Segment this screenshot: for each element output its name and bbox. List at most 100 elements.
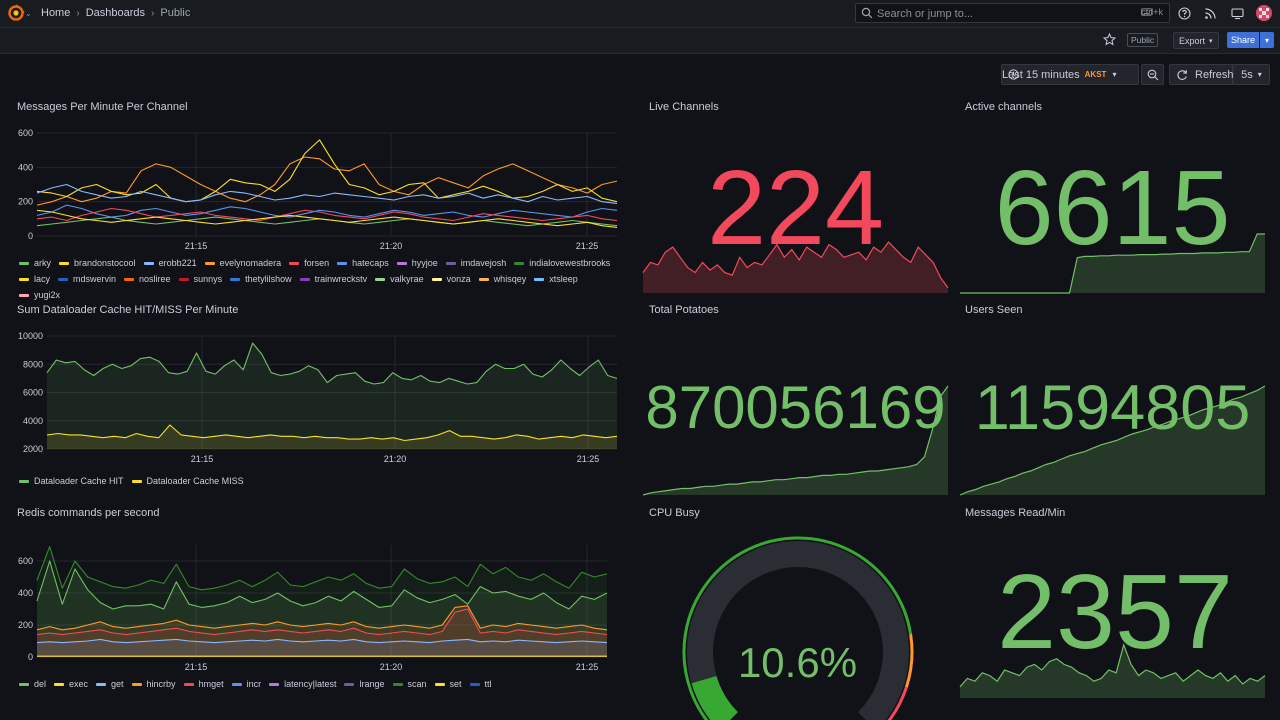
avatar-image: [1256, 5, 1272, 21]
share-options-button[interactable]: ▾: [1260, 32, 1274, 48]
rss-news-icon[interactable]: [1204, 7, 1217, 20]
legend-item-del[interactable]: del: [19, 679, 46, 689]
sparkline-line: [959, 642, 1266, 688]
dataloader-cache-chart[interactable]: 2000 4000 6000 8000 10000 21:15 21:20 21:25: [0, 325, 640, 475]
sparkline-area: [960, 386, 1265, 495]
legend-item-get[interactable]: get: [96, 679, 124, 689]
legend-item-thetylilshow[interactable]: thetylilshow: [230, 274, 292, 284]
legend-item-trainwreckstv[interactable]: trainwreckstv: [299, 274, 367, 284]
grafana-logo-icon[interactable]: [8, 4, 25, 21]
refresh-icon: [1177, 69, 1187, 80]
top-nav-bar: ⌄ Home › Dashboards › Public ctrl+k: [0, 0, 1280, 28]
legend-item-evelynomadera[interactable]: evelynomadera: [204, 258, 281, 268]
panel-title-total-potatoes[interactable]: Total Potatoes: [649, 304, 719, 316]
search-input[interactable]: [875, 5, 1119, 23]
legend-item-whisqey[interactable]: whisqey: [478, 274, 526, 284]
legend-item-set[interactable]: set: [434, 679, 462, 689]
legend-item-dataloader-cache-hit[interactable]: Dataloader Cache HIT: [19, 476, 124, 486]
legend-item-arky[interactable]: arky: [19, 258, 51, 268]
legend-item-mdswervin[interactable]: mdswervin: [58, 274, 116, 284]
legend-item-imdavejosh[interactable]: imdavejosh: [445, 258, 507, 268]
legend-item-hatecaps[interactable]: hatecaps: [337, 258, 389, 268]
export-button[interactable]: Export ▾: [1173, 32, 1219, 49]
legend-item-scan[interactable]: scan: [392, 679, 427, 689]
search-bar[interactable]: ctrl+k: [855, 3, 1170, 23]
legend-swatch: [204, 261, 215, 265]
chevron-down-icon: ▾: [1257, 70, 1262, 79]
kiosk-monitor-icon[interactable]: [1231, 7, 1244, 20]
legend-label: scan: [407, 679, 427, 689]
series-line-erobb221: [36, 183, 618, 204]
sparkline-line: [642, 385, 949, 496]
legend-label: indialovewestbrooks: [529, 258, 611, 268]
legend-item-ttl[interactable]: ttl: [469, 679, 492, 689]
legend-label: Dataloader Cache MISS: [146, 476, 244, 486]
redis-commands-chart[interactable]: 0 200 400 600 21:15 21:20 21:25: [0, 540, 640, 680]
share-button[interactable]: Share: [1227, 32, 1259, 48]
chevron-right-icon: ›: [151, 7, 155, 19]
messages-per-minute-chart[interactable]: 0 200 400 600 21:15 21:20 21:25: [0, 120, 640, 255]
legend-item-dataloader-cache-miss[interactable]: Dataloader Cache MISS: [131, 476, 244, 486]
legend-item-forsen[interactable]: forsen: [289, 258, 329, 268]
zoom-out-button[interactable]: [1141, 64, 1164, 85]
refresh-interval-picker[interactable]: 5s ▾: [1233, 64, 1270, 85]
refresh-interval-value: 5s: [1241, 68, 1253, 81]
legend-swatch: [299, 277, 310, 281]
breadcrumb-dashboards[interactable]: Dashboards: [85, 7, 146, 19]
clock-icon: [1008, 69, 1019, 80]
user-avatar[interactable]: [1256, 5, 1272, 21]
legend-item-incr[interactable]: incr: [231, 679, 262, 689]
legend-item-vonza[interactable]: vonza: [431, 274, 471, 284]
refresh-button[interactable]: Refresh: [1169, 64, 1234, 85]
messages-legend: arky brandonstocool erobb221 evelynomadera f…: [19, 258, 619, 300]
legend-item-latency-latest[interactable]: latency|latest: [269, 679, 336, 689]
legend-item-xtsleep[interactable]: xtsleep: [534, 274, 578, 284]
legend-item-hincrby[interactable]: hincrby: [131, 679, 176, 689]
legend-label: imdavejosh: [460, 258, 507, 268]
cache-legend: Dataloader Cache HIT Dataloader Cache MIS…: [19, 476, 619, 486]
sparkline-line: [960, 233, 1265, 294]
panel-title-messages[interactable]: Messages Per Minute Per Channel: [17, 101, 188, 113]
legend-swatch: [183, 682, 194, 686]
legend-item-exec[interactable]: exec: [54, 679, 88, 689]
legend-item-hyyjoe[interactable]: hyyjoe: [396, 258, 438, 268]
legend-label: lrange: [359, 679, 385, 689]
legend-label: incr: [246, 679, 262, 689]
dashboard-toolbar: Public Export ▾ Share ▾: [0, 28, 1280, 54]
legend-item-valkyrae[interactable]: valkyrae: [375, 274, 424, 284]
legend-item-brandonstocool[interactable]: brandonstocool: [59, 258, 136, 268]
gauge-threshold-orange: [904, 633, 914, 688]
panel-title-messages-read[interactable]: Messages Read/Min: [965, 507, 1066, 519]
help-icon[interactable]: [1178, 7, 1191, 20]
panel-title-redis[interactable]: Redis commands per second: [17, 507, 160, 519]
panel-title-cache[interactable]: Sum Dataloader Cache HIT/MISS Per Minute: [17, 304, 239, 316]
legend-label: hincrby: [146, 679, 176, 689]
star-icon[interactable]: [1102, 32, 1117, 46]
users-seen-value: 11594805: [974, 373, 1251, 443]
panel-title-live-channels[interactable]: Live Channels: [649, 101, 719, 113]
legend-item-hmget[interactable]: hmget: [183, 679, 224, 689]
panel-title-users-seen[interactable]: Users Seen: [965, 304, 1023, 316]
chevron-down-icon: ▾: [1209, 37, 1213, 45]
y-tick-label: 600: [18, 556, 33, 566]
legend-item-lrange[interactable]: lrange: [344, 679, 385, 689]
legend-item-yugi2x[interactable]: yugi2x: [19, 290, 60, 300]
legend-swatch: [396, 261, 407, 265]
legend-item-sunnys[interactable]: sunnys: [178, 274, 222, 284]
share-label: Share: [1230, 35, 1256, 45]
legend-label: del: [34, 679, 47, 689]
panel-title-active-channels[interactable]: Active channels: [965, 101, 1043, 113]
panel-title-cpu-busy[interactable]: CPU Busy: [649, 507, 700, 519]
legend-swatch: [375, 277, 386, 281]
gauge-threshold-red: [887, 686, 908, 720]
chevron-down-icon: ▾: [1264, 35, 1269, 45]
legend-swatch: [392, 682, 403, 686]
legend-item-lacy[interactable]: lacy: [19, 274, 50, 284]
legend-item-erobb221[interactable]: erobb221: [143, 258, 197, 268]
time-range-picker[interactable]: Last 15 minutes AKST ▾: [1001, 64, 1139, 85]
legend-item-indialovewestbrooks[interactable]: indialovewestbrooks: [514, 258, 610, 268]
legend-item-nosliree[interactable]: nosliree: [124, 274, 171, 284]
chevron-down-icon[interactable]: ⌄: [25, 9, 32, 18]
breadcrumb-home[interactable]: Home: [41, 7, 71, 19]
series-line-del: [36, 560, 608, 610]
